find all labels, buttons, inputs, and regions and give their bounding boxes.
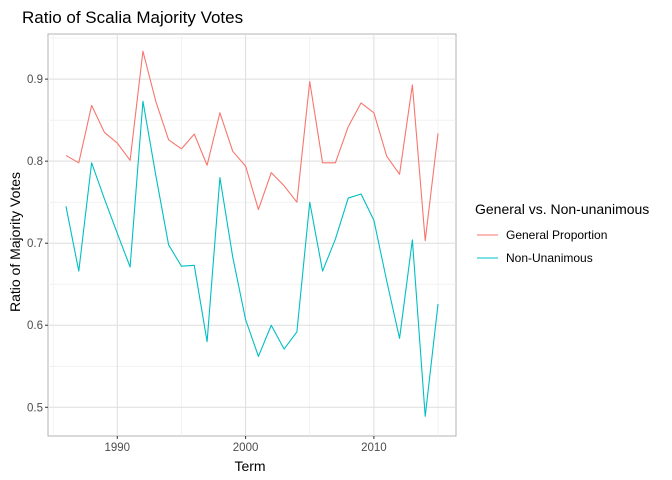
legend-title: General vs. Non-unanimous [475, 201, 649, 217]
x-tick-label: 2000 [233, 442, 259, 454]
y-tick-label: 0.8 [27, 156, 43, 168]
y-tick-label: 0.6 [27, 320, 43, 332]
minor-gridlines [48, 34, 456, 436]
chart-title: Ratio of Scalia Majority Votes [22, 8, 243, 27]
legend-items: General Proportion Non-Unanimous [477, 228, 607, 265]
legend-label: Non-Unanimous [506, 251, 593, 265]
y-axis-ticks: 0.5 0.6 0.7 0.8 0.9 [27, 74, 48, 414]
x-tick-label: 1990 [104, 442, 130, 454]
series-line-non-unanimous [65, 100, 439, 417]
plot-panel [47, 33, 457, 437]
x-axis-title: Term [234, 458, 265, 474]
legend-label: General Proportion [506, 228, 607, 242]
x-tick-label: 2010 [361, 442, 387, 454]
x-axis-ticks: 1990 2000 2010 [104, 436, 387, 454]
major-gridlines [48, 34, 456, 436]
y-tick-label: 0.5 [27, 402, 43, 414]
y-axis-title: Ratio of Majority Votes [7, 172, 23, 312]
series-lines [65, 50, 439, 417]
legend: General vs. Non-unanimous General Propor… [475, 201, 649, 265]
y-tick-label: 0.9 [27, 74, 43, 86]
series-line-general-proportion [65, 50, 439, 242]
y-tick-label: 0.7 [27, 238, 43, 250]
